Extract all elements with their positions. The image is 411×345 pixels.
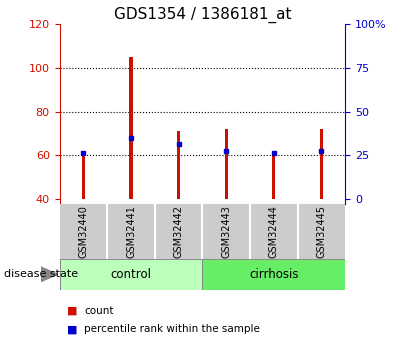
Title: GDS1354 / 1386181_at: GDS1354 / 1386181_at — [114, 7, 291, 23]
Polygon shape — [41, 267, 58, 282]
Text: control: control — [111, 268, 152, 281]
Text: GSM32444: GSM32444 — [269, 205, 279, 258]
Bar — [82, 151, 85, 199]
Text: percentile rank within the sample: percentile rank within the sample — [84, 325, 260, 334]
Bar — [272, 153, 275, 199]
Bar — [202, 259, 345, 290]
Bar — [224, 129, 228, 199]
Text: cirrhosis: cirrhosis — [249, 268, 298, 281]
Bar — [177, 131, 180, 199]
Text: GSM32440: GSM32440 — [79, 205, 88, 258]
Text: ■: ■ — [67, 306, 77, 315]
Text: ■: ■ — [67, 325, 77, 334]
Bar — [129, 57, 133, 199]
Text: GSM32445: GSM32445 — [316, 205, 326, 258]
Bar — [60, 259, 202, 290]
Text: count: count — [84, 306, 114, 315]
Text: GSM32441: GSM32441 — [126, 205, 136, 258]
Text: GSM32442: GSM32442 — [173, 205, 184, 258]
Text: disease state: disease state — [4, 269, 78, 279]
Bar — [320, 129, 323, 199]
Text: GSM32443: GSM32443 — [221, 205, 231, 258]
